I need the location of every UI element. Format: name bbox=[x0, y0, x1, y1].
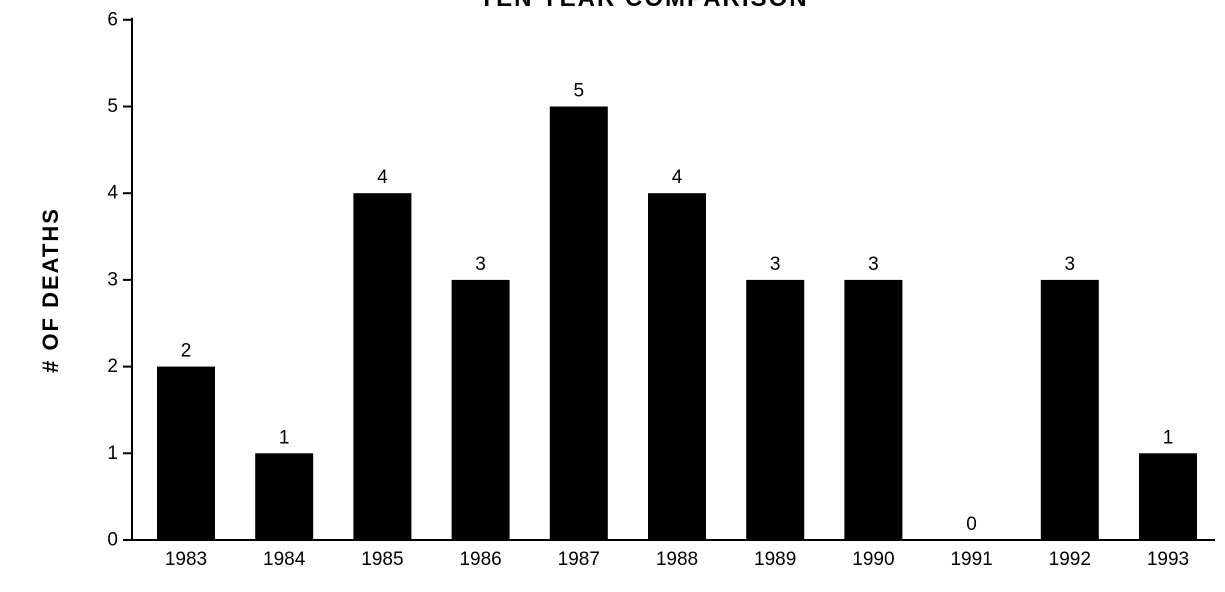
bar-1987 bbox=[549, 106, 608, 540]
data-label: 3 bbox=[770, 254, 781, 275]
bar-1984 bbox=[255, 453, 314, 540]
data-label: 5 bbox=[574, 81, 585, 102]
x-tick-label: 1993 bbox=[1147, 549, 1189, 570]
x-tick-label: 1990 bbox=[852, 549, 894, 570]
y-axis-label: # OF DEATHS bbox=[38, 207, 63, 373]
x-tick-label: 1988 bbox=[656, 549, 698, 570]
y-tick-label: 5 bbox=[107, 96, 118, 117]
bar-1989 bbox=[746, 279, 805, 540]
data-labels-group: 2 1 4 3 5 4 3 3 0 3 1 bbox=[181, 81, 1174, 536]
bar-1993 bbox=[1139, 453, 1197, 540]
x-tick-label: 1987 bbox=[558, 549, 600, 570]
y-tick-label: 1 bbox=[107, 443, 118, 464]
x-tick-label: 1983 bbox=[165, 549, 207, 570]
y-tick-label: 3 bbox=[107, 269, 118, 290]
x-tick-label: 1985 bbox=[361, 549, 403, 570]
data-label: 3 bbox=[1065, 254, 1076, 275]
bar-1985 bbox=[353, 193, 412, 540]
x-tick-label: 1992 bbox=[1049, 549, 1091, 570]
data-label: 4 bbox=[672, 167, 683, 188]
data-label: 1 bbox=[1163, 427, 1174, 448]
data-label: 4 bbox=[377, 167, 388, 188]
data-label: 0 bbox=[966, 514, 977, 535]
x-tick-label: 1984 bbox=[263, 549, 306, 570]
bars-group bbox=[157, 106, 1197, 540]
data-label: 1 bbox=[279, 427, 290, 448]
x-tick-label: 1989 bbox=[754, 549, 796, 570]
x-tick-label: 1986 bbox=[459, 549, 501, 570]
bar-1983 bbox=[157, 366, 215, 540]
y-tick-label: 0 bbox=[107, 530, 118, 551]
bar-1990 bbox=[844, 279, 903, 540]
y-tick-label: 2 bbox=[107, 356, 118, 377]
y-tick-label: 6 bbox=[107, 9, 118, 30]
bar-1992 bbox=[1040, 279, 1099, 540]
data-label: 3 bbox=[868, 254, 879, 275]
y-tick-label: 4 bbox=[107, 183, 118, 204]
y-axis: 0 1 2 3 4 5 6 bbox=[107, 9, 133, 551]
x-axis: 1983 1984 1985 1986 1987 1988 1989 1990 1991 1992… bbox=[132, 539, 1215, 570]
chart-title: TEN YEAR COMPARISON bbox=[479, 0, 808, 12]
bar-1986 bbox=[451, 279, 510, 540]
bar-1988 bbox=[648, 193, 706, 540]
x-tick-label: 1991 bbox=[950, 549, 992, 570]
data-label: 2 bbox=[181, 341, 192, 362]
data-label: 3 bbox=[475, 254, 486, 275]
